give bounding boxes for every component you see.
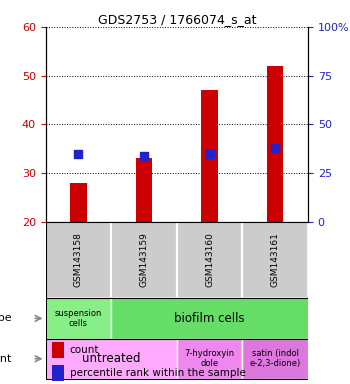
Title: GDS2753 / 1766074_s_at: GDS2753 / 1766074_s_at [98, 13, 256, 26]
Text: suspension
cells: suspension cells [55, 309, 102, 328]
Text: GSM143161: GSM143161 [271, 232, 280, 287]
Bar [51, 365, 64, 381]
Bar [201, 90, 218, 222]
FancyBboxPatch shape [242, 339, 308, 379]
Text: biofilm cells: biofilm cells [174, 312, 245, 325]
Text: satin (indol
e-2,3-dione): satin (indol e-2,3-dione) [250, 349, 301, 369]
Text: untreated: untreated [82, 352, 140, 365]
Text: percentile rank within the sample: percentile rank within the sample [70, 369, 246, 379]
Bar [46, 222, 308, 298]
FancyBboxPatch shape [46, 298, 111, 339]
FancyBboxPatch shape [46, 222, 111, 298]
Point [272, 145, 278, 151]
Bar [46, 339, 308, 379]
FancyBboxPatch shape [111, 222, 177, 298]
Point [207, 151, 212, 157]
Text: 7-hydroxyin
dole: 7-hydroxyin dole [184, 349, 235, 369]
Bar [46, 298, 308, 339]
Bar [136, 159, 152, 222]
Text: count: count [70, 346, 99, 356]
Bar [70, 183, 86, 222]
FancyBboxPatch shape [242, 222, 308, 298]
FancyBboxPatch shape [177, 339, 242, 379]
Point [76, 151, 81, 157]
FancyBboxPatch shape [177, 222, 242, 298]
Text: cell type: cell type [0, 313, 11, 323]
Text: GSM143160: GSM143160 [205, 232, 214, 287]
Point [141, 154, 147, 160]
Bar [51, 342, 64, 358]
Text: agent: agent [0, 354, 11, 364]
FancyBboxPatch shape [46, 339, 177, 379]
Text: GSM143159: GSM143159 [139, 232, 148, 287]
Bar [267, 66, 284, 222]
FancyBboxPatch shape [111, 298, 308, 339]
Text: GSM143158: GSM143158 [74, 232, 83, 287]
